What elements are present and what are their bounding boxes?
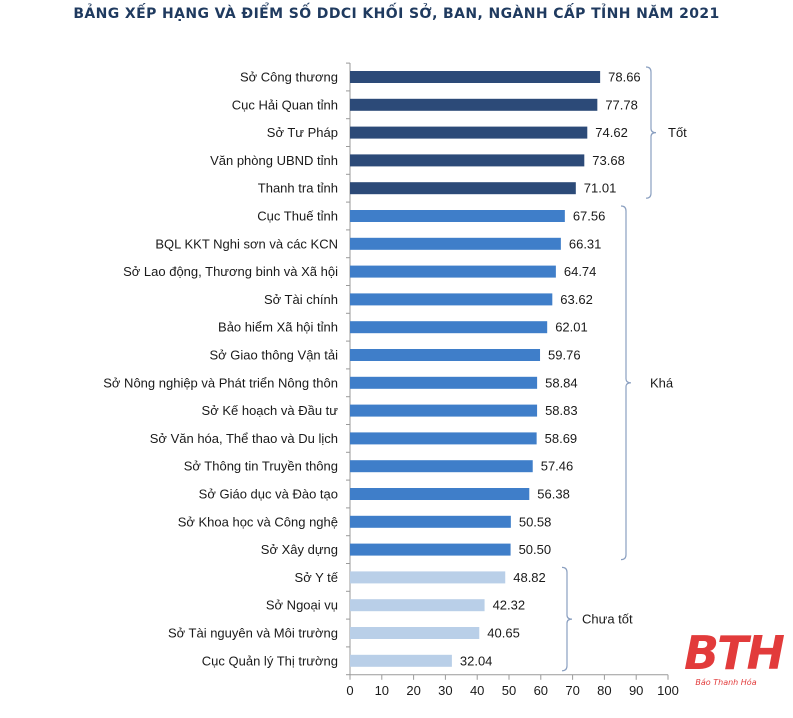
bar — [350, 126, 588, 139]
category-label: Cục Thuế tỉnh — [257, 209, 338, 224]
category-label: Sở Ngoại vụ — [266, 598, 338, 613]
value-label: 40.65 — [487, 626, 520, 641]
category-label: Sở Thông tin Truyền thông — [184, 459, 338, 474]
value-label: 42.32 — [493, 598, 526, 613]
bar — [350, 237, 561, 250]
value-label: 64.74 — [564, 264, 597, 279]
category-label: Sở Kế hoạch và Đầu tư — [202, 403, 339, 418]
bar — [350, 293, 553, 306]
category-label: Cục Hải Quan tỉnh — [232, 97, 338, 112]
value-label: 67.56 — [573, 209, 606, 224]
category-label: Sở Xây dựng — [261, 542, 338, 557]
value-label: 59.76 — [548, 348, 581, 363]
category-label: BQL KKT Nghi sơn và các KCN — [155, 236, 338, 251]
category-label: Sở Công thương — [240, 70, 338, 85]
bar — [350, 654, 452, 667]
bar — [350, 404, 538, 417]
value-label: 56.38 — [537, 487, 570, 502]
bar — [350, 154, 585, 167]
bar — [350, 571, 506, 584]
bar — [350, 432, 537, 445]
value-label: 78.66 — [608, 70, 641, 85]
value-label: 66.31 — [569, 236, 602, 251]
x-tick-label: 40 — [470, 683, 484, 698]
category-label: Sở Giao thông Vận tải — [210, 348, 339, 363]
chart-title: BẢNG XẾP HẠNG VÀ ĐIỂM SỐ DDCI KHỐI SỞ, B… — [73, 6, 720, 22]
category-label: Sở Giáo dục và Đào tạo — [199, 487, 338, 502]
bar — [350, 627, 480, 639]
category-label: Sở Tài chính — [264, 292, 338, 307]
category-label: Văn phòng UBND tỉnh — [210, 153, 338, 168]
value-label: 58.83 — [545, 403, 578, 418]
x-tick-label: 50 — [502, 683, 516, 698]
x-tick-label: 30 — [438, 683, 452, 698]
category-label: Sở Lao động, Thương binh và Xã hội — [123, 264, 338, 279]
category-label: Sở Y tế — [295, 570, 339, 585]
value-label: 71.01 — [584, 181, 617, 196]
category-label: Thanh tra tỉnh — [258, 181, 338, 196]
bar — [350, 210, 565, 222]
group-bracket — [645, 66, 657, 199]
x-tick-label: 80 — [597, 683, 611, 698]
bar — [350, 515, 511, 528]
x-tick-label: 100 — [657, 683, 679, 698]
group-label: Chưa tốt — [582, 612, 633, 627]
bar — [350, 98, 598, 111]
value-label: 73.68 — [592, 153, 625, 168]
bar — [350, 543, 511, 556]
value-label: 32.04 — [460, 653, 493, 668]
bar — [350, 321, 548, 334]
x-tick-label: 90 — [629, 683, 643, 698]
value-label: 63.62 — [560, 292, 593, 307]
bar — [350, 265, 556, 278]
logo-wordmark: BTH — [684, 626, 785, 680]
category-label: Cục Quản lý Thị trường — [202, 653, 338, 668]
bar — [350, 349, 541, 361]
category-label: Sở Khoa học và Công nghệ — [178, 514, 338, 529]
value-label: 74.62 — [595, 125, 628, 140]
x-tick-label: 10 — [375, 683, 389, 698]
value-label: 48.82 — [513, 570, 546, 585]
bth-logo: BTH Báo Thanh Hóa — [684, 626, 785, 690]
logo-subtext: Báo Thanh Hóa — [695, 678, 757, 687]
bar — [350, 376, 538, 389]
group-bracket — [620, 205, 632, 561]
category-label: Bảo hiểm Xã hội tỉnh — [218, 320, 338, 335]
group-label: Khá — [650, 375, 674, 390]
value-label: 50.50 — [519, 542, 552, 557]
category-label: Sở Tài nguyên và Môi trường — [168, 626, 338, 641]
value-label: 57.46 — [541, 459, 574, 474]
bar — [350, 460, 533, 473]
bar — [350, 488, 530, 500]
category-label: Sở Nông nghiệp và Phát triển Nông thôn — [103, 375, 338, 390]
value-label: 58.84 — [545, 375, 578, 390]
x-tick-label: 70 — [565, 683, 579, 698]
bar — [350, 182, 576, 195]
value-label: 50.58 — [519, 514, 552, 529]
value-label: 77.78 — [605, 97, 638, 112]
bar — [350, 71, 601, 83]
x-tick-label: 20 — [406, 683, 420, 698]
category-label: Sở Văn hóa, Thể thao và Du lịch — [150, 431, 338, 446]
value-label: 58.69 — [545, 431, 578, 446]
x-tick-label: 60 — [534, 683, 548, 698]
bar — [350, 599, 485, 612]
group-bracket — [561, 566, 573, 672]
category-label: Sở Tư Pháp — [267, 125, 338, 140]
x-tick-label: 0 — [346, 683, 353, 698]
group-label: Tốt — [668, 125, 687, 140]
value-label: 62.01 — [555, 320, 588, 335]
